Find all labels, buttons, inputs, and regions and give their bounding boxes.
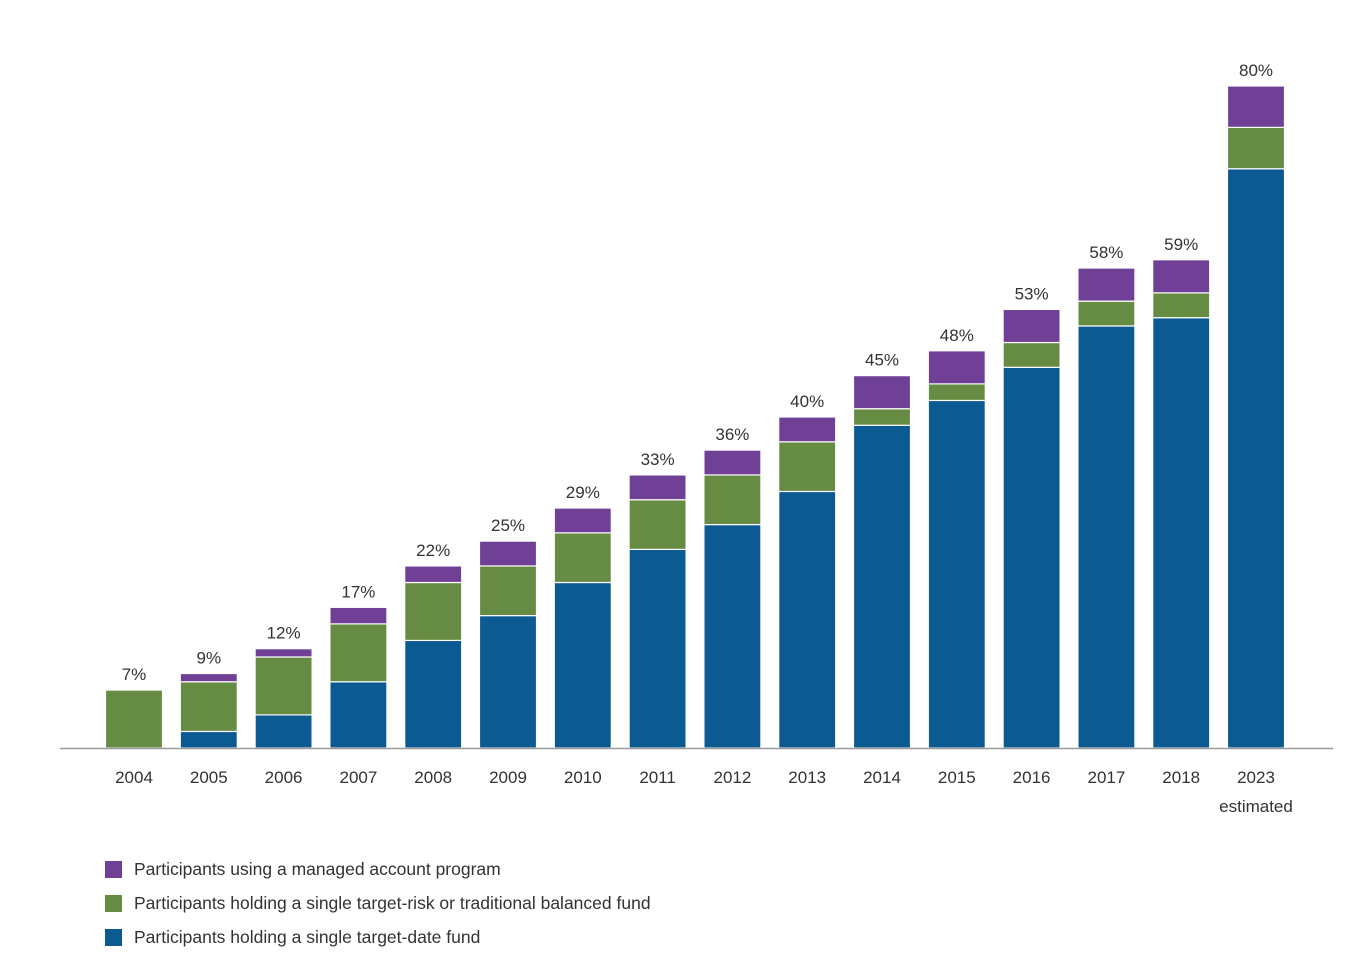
bar-segment-2012-series-2 bbox=[703, 449, 762, 476]
legend-item-series-1: Participants holding a single target-ris… bbox=[105, 886, 651, 920]
bar-segment-2014-series-2 bbox=[852, 375, 912, 410]
bar-segment-2013-series-2 bbox=[778, 416, 837, 443]
x-tick-label-2009: 2009 bbox=[489, 768, 527, 787]
bar-segment-2011-series-2 bbox=[628, 474, 687, 501]
x-tick-label-2010: 2010 bbox=[564, 768, 602, 787]
legend-label-series-2: Participants using a managed account pro… bbox=[134, 858, 501, 879]
bar-segment-2016-series-1 bbox=[1002, 341, 1061, 368]
bar-segment-2009-series-0 bbox=[478, 614, 538, 749]
x-tick-label-2006: 2006 bbox=[265, 768, 303, 787]
total-label-2023: 80% bbox=[1239, 61, 1273, 80]
bar-segment-2014-series-1 bbox=[852, 408, 912, 426]
labels-layer: 7% 2004 9% 2005 12% 2006 17% 2007 22% 2008 25% 2009… bbox=[115, 61, 1293, 816]
total-label-2012: 36% bbox=[715, 425, 749, 444]
total-label-2014: 45% bbox=[865, 351, 899, 370]
bar-segment-2007-series-2 bbox=[329, 606, 388, 625]
x-tick-label-2008: 2008 bbox=[414, 768, 452, 787]
bar-segment-2016-series-0 bbox=[1002, 366, 1061, 749]
bar-segment-2005-series-0 bbox=[179, 730, 238, 749]
bar-segment-2018-series-0 bbox=[1152, 317, 1211, 749]
bars-layer bbox=[104, 85, 1286, 749]
total-label-2007: 17% bbox=[341, 582, 375, 601]
legend-swatch-series-0 bbox=[105, 928, 122, 946]
legend-swatch-series-1 bbox=[105, 894, 122, 912]
x-tick-label-2004: 2004 bbox=[115, 768, 153, 787]
bar-segment-2008-series-1 bbox=[404, 581, 463, 642]
bar-segment-2010-series-1 bbox=[553, 532, 612, 584]
bar-segment-2012-series-0 bbox=[703, 523, 762, 749]
total-label-2005: 9% bbox=[197, 649, 222, 668]
total-label-2008: 22% bbox=[416, 541, 450, 560]
x-tick-label-2017: 2017 bbox=[1087, 768, 1125, 787]
legend-item-series-0: Participants holding a single target-dat… bbox=[105, 920, 651, 954]
total-label-2004: 7% bbox=[122, 665, 147, 684]
bar-segment-2004-series-1 bbox=[104, 689, 164, 749]
bar-segment-2018-series-2 bbox=[1152, 259, 1211, 294]
x-tick-label-2005: 2005 bbox=[190, 768, 228, 787]
bar-segment-2017-series-1 bbox=[1077, 300, 1136, 327]
bar-segment-2023-series-1 bbox=[1226, 126, 1286, 170]
total-label-2011: 33% bbox=[641, 450, 675, 469]
legend-label-series-1: Participants holding a single target-ris… bbox=[134, 892, 651, 913]
bar-segment-2005-series-2 bbox=[179, 672, 238, 683]
total-label-2015: 48% bbox=[940, 326, 974, 345]
x-tick-label-2012: 2012 bbox=[713, 768, 751, 787]
total-label-2013: 40% bbox=[790, 392, 824, 411]
bar-segment-2006-series-1 bbox=[254, 656, 313, 716]
x-tick-label-2018: 2018 bbox=[1162, 768, 1200, 787]
bar-segment-2013-series-0 bbox=[778, 490, 837, 749]
legend: Participants using a managed account pro… bbox=[105, 852, 651, 954]
legend-swatch-series-2 bbox=[105, 860, 122, 878]
x-tick-label-2011: 2011 bbox=[639, 768, 676, 787]
bar-segment-2016-series-2 bbox=[1002, 308, 1061, 344]
x-tick-sublabel-2023: estimated bbox=[1219, 797, 1293, 816]
x-tick-label-2015: 2015 bbox=[938, 768, 976, 787]
bar-segment-2007-series-0 bbox=[329, 681, 388, 749]
bar-segment-2012-series-1 bbox=[703, 474, 762, 526]
bar-segment-2014-series-0 bbox=[852, 424, 912, 749]
legend-label-series-0: Participants holding a single target-dat… bbox=[134, 926, 481, 947]
bar-segment-2006-series-0 bbox=[254, 714, 313, 749]
bar-segment-2008-series-0 bbox=[404, 639, 463, 749]
bar-segment-2008-series-2 bbox=[404, 565, 463, 584]
bar-segment-2015-series-1 bbox=[927, 383, 986, 402]
total-label-2017: 58% bbox=[1089, 243, 1123, 262]
bar-segment-2018-series-1 bbox=[1152, 292, 1211, 319]
bar-segment-2017-series-2 bbox=[1077, 267, 1136, 302]
bar-segment-2011-series-1 bbox=[628, 499, 687, 551]
total-label-2006: 12% bbox=[267, 624, 301, 643]
bar-segment-2015-series-2 bbox=[927, 350, 986, 385]
x-tick-label-2023: 2023 bbox=[1237, 768, 1275, 787]
x-tick-label-2013: 2013 bbox=[788, 768, 826, 787]
total-label-2016: 53% bbox=[1015, 284, 1049, 303]
legend-item-series-2: Participants using a managed account pro… bbox=[105, 852, 651, 886]
bar-segment-2011-series-0 bbox=[628, 548, 687, 749]
x-tick-label-2014: 2014 bbox=[863, 768, 901, 787]
x-tick-label-2007: 2007 bbox=[339, 768, 377, 787]
bar-segment-2006-series-2 bbox=[254, 648, 313, 658]
bar-segment-2023-series-2 bbox=[1226, 85, 1286, 128]
bar-segment-2010-series-2 bbox=[553, 507, 612, 534]
bar-segment-2013-series-1 bbox=[778, 441, 837, 493]
bar-segment-2010-series-0 bbox=[553, 581, 612, 749]
total-label-2009: 25% bbox=[491, 516, 525, 535]
total-label-2018: 59% bbox=[1164, 235, 1198, 254]
bar-segment-2005-series-1 bbox=[179, 681, 238, 733]
bar-segment-2017-series-0 bbox=[1077, 325, 1136, 749]
bar-segment-2009-series-1 bbox=[478, 565, 538, 617]
bar-segment-2009-series-2 bbox=[478, 540, 538, 567]
bar-segment-2007-series-1 bbox=[329, 623, 388, 683]
x-tick-label-2016: 2016 bbox=[1013, 768, 1051, 787]
total-label-2010: 29% bbox=[566, 483, 600, 502]
bar-segment-2015-series-0 bbox=[927, 399, 986, 749]
bar-segment-2023-series-0 bbox=[1226, 168, 1286, 749]
